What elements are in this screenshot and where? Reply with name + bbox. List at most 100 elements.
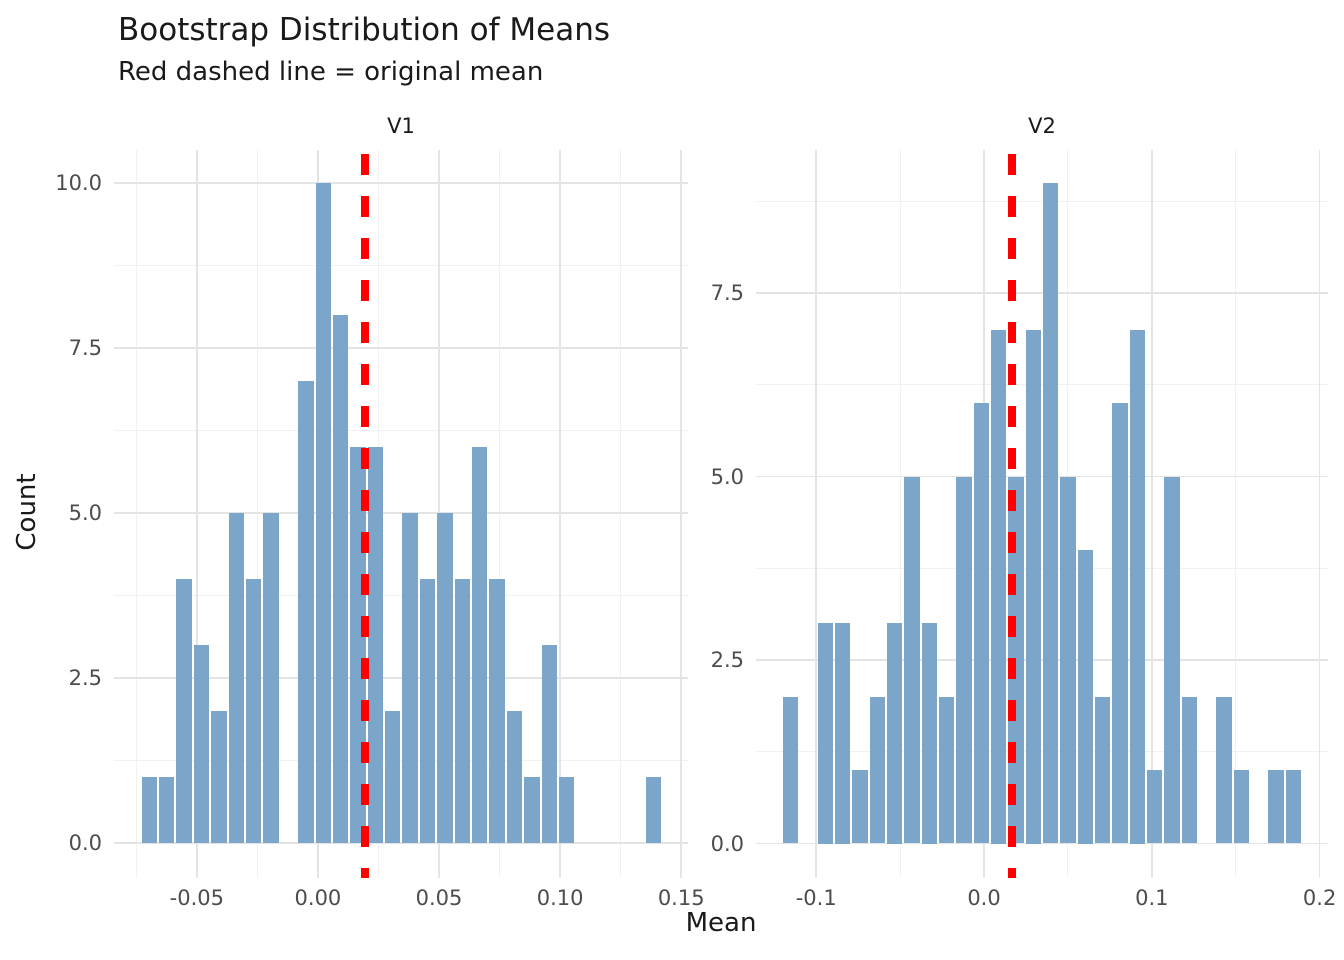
histogram-bar: [783, 696, 799, 844]
histogram-bar: [921, 623, 937, 844]
gridline-major-x: [559, 150, 561, 878]
histogram-bar: [385, 711, 401, 843]
histogram-panel-v2: [756, 150, 1328, 878]
histogram-bar: [263, 513, 279, 843]
histogram-bar: [1268, 770, 1284, 844]
histogram-bar: [1181, 696, 1197, 844]
histogram-bar: [558, 777, 575, 844]
histogram-bar: [835, 623, 851, 844]
histogram-bar: [956, 476, 972, 844]
x-tick-label: 0.15: [657, 886, 705, 910]
x-tick-label: 0.0: [967, 886, 1001, 910]
x-tick-label: 0.00: [294, 886, 342, 910]
gridline-major-y: [114, 512, 688, 514]
x-tick-label: 0.05: [415, 886, 463, 910]
gridline-major-y: [756, 842, 1328, 845]
histogram-bar: [506, 711, 523, 843]
gridline-minor-y: [756, 751, 1328, 753]
histogram-bar: [298, 381, 314, 843]
histogram-bar: [904, 476, 920, 844]
histogram-bar: [991, 329, 1007, 844]
histogram-bar: [454, 579, 471, 843]
gridline-major-y: [756, 659, 1328, 661]
histogram-panel-v1: [114, 150, 688, 878]
gridline-minor-x: [256, 150, 258, 878]
histogram-bar: [332, 315, 349, 843]
histogram-bar: [1129, 329, 1145, 844]
gridline-major-x: [1318, 150, 1321, 878]
gridline-major-x: [680, 150, 682, 878]
gridline-major-y: [756, 292, 1328, 294]
histogram-bar: [367, 447, 384, 843]
gridline-minor-x: [1235, 150, 1237, 878]
histogram-bar: [245, 579, 262, 843]
histogram-bar: [817, 623, 833, 844]
x-tick-label: 0.10: [536, 886, 584, 910]
gridline-major-y: [114, 347, 688, 349]
histogram-bar: [852, 770, 868, 844]
histogram-bar: [193, 645, 210, 843]
gridline-minor-x: [620, 150, 622, 878]
histogram-bar: [1025, 329, 1041, 844]
gridline-major-y: [756, 475, 1328, 478]
y-tick-label: 2.5: [68, 666, 102, 690]
gridline-major-y: [114, 182, 688, 184]
gridline-minor-y: [114, 760, 688, 762]
gridline-minor-y: [114, 430, 688, 431]
histogram-bar: [1060, 476, 1076, 844]
y-tick-label: 5.0: [710, 464, 744, 489]
y-tick-label: 0.0: [68, 831, 102, 856]
y-tick-label: 2.5: [710, 648, 744, 673]
chart-subtitle: Red dashed line = original mean: [118, 57, 544, 87]
gridline-minor-y: [114, 595, 688, 596]
gridline-major-x: [196, 150, 198, 878]
histogram-bar: [1077, 549, 1093, 844]
histogram-bar: [1216, 696, 1232, 844]
x-tick-label: -0.1: [795, 886, 837, 910]
histogram-bar: [1285, 770, 1301, 844]
histogram-bar: [645, 777, 662, 844]
histogram-bar: [887, 623, 903, 844]
histogram-bar: [524, 777, 540, 844]
histogram-bar: [973, 403, 989, 844]
histogram-bar: [402, 513, 418, 843]
x-tick-label: 0.1: [1135, 886, 1169, 910]
x-tick-label: 0.2: [1302, 886, 1337, 910]
y-tick-label: 7.5: [68, 336, 102, 360]
gridline-minor-x: [499, 150, 501, 878]
histogram-bar: [315, 183, 331, 844]
gridline-minor-y: [756, 384, 1328, 386]
histogram-bar: [176, 579, 192, 843]
facet-strip-label-v1: V1: [387, 114, 415, 138]
gridline-major-x: [1151, 150, 1153, 878]
y-tick-label: 7.5: [710, 281, 744, 306]
histogram-bar: [1043, 183, 1059, 844]
vline-original-mean: [360, 154, 369, 878]
histogram-bar: [489, 579, 505, 843]
histogram-bar: [159, 777, 175, 844]
histogram-bar: [869, 696, 885, 844]
y-tick-label: 0.0: [710, 831, 744, 856]
histogram-bar: [437, 513, 453, 843]
y-tick-label: 5.0: [68, 501, 102, 525]
histogram-bar: [541, 645, 557, 843]
gridline-major-y: [114, 677, 688, 679]
x-axis-title: Mean: [685, 908, 757, 938]
histogram-bar: [939, 696, 955, 844]
histogram-bar: [1146, 770, 1163, 844]
gridline-minor-x: [899, 150, 901, 878]
y-tick-label: 10.0: [55, 171, 102, 195]
histogram-bar: [211, 711, 227, 843]
gridline-minor-y: [756, 200, 1328, 202]
histogram-bar: [1112, 403, 1128, 844]
histogram-bar: [1094, 696, 1111, 844]
chart-title: Bootstrap Distribution of Means: [118, 12, 610, 48]
histogram-bar: [472, 447, 488, 843]
histogram-bar: [1164, 476, 1180, 844]
vline-original-mean: [1008, 154, 1017, 878]
gridline-minor-x: [135, 150, 137, 878]
gridline-major-x: [815, 150, 817, 878]
histogram-bar: [228, 513, 244, 843]
gridline-minor-y: [114, 265, 688, 266]
